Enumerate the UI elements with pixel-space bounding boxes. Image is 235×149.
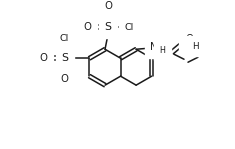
Text: N: N (150, 42, 158, 52)
Text: O: O (104, 1, 112, 11)
Text: Cl: Cl (125, 23, 134, 32)
Text: O: O (40, 53, 48, 63)
Text: Cl: Cl (60, 34, 69, 43)
Text: H: H (159, 46, 165, 55)
Text: O: O (185, 34, 193, 44)
Text: S: S (105, 22, 112, 32)
Text: O: O (83, 22, 91, 32)
Text: H: H (192, 42, 199, 51)
Text: S: S (61, 53, 68, 63)
Text: O: O (61, 74, 69, 84)
